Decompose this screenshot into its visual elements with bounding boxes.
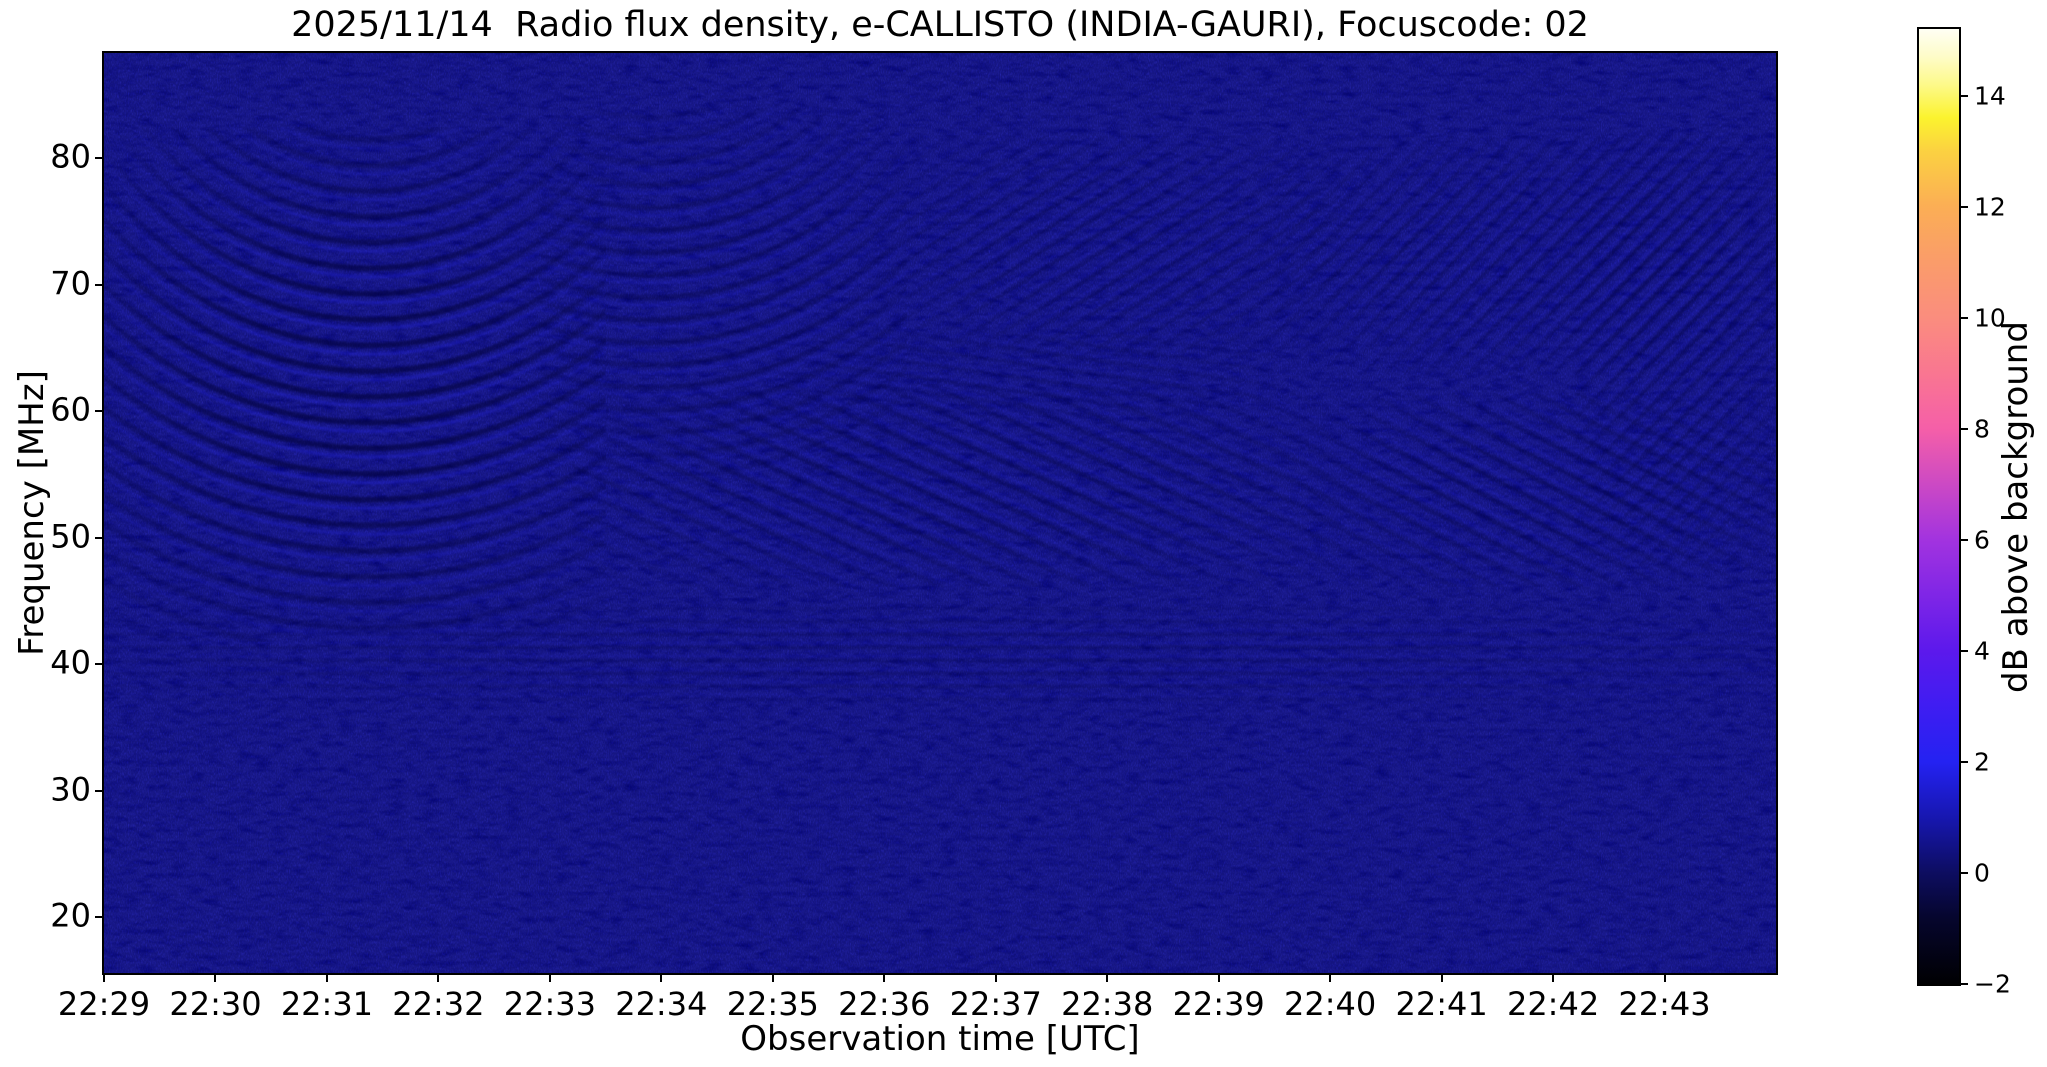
colorbar-tick-label: 2: [1974, 747, 1990, 777]
interference-fringe-overlay: [1274, 135, 1776, 375]
x-axis-tick: [437, 973, 440, 982]
x-axis-tick: [994, 973, 997, 982]
colorbar-tick-label: 10: [1974, 303, 2006, 333]
y-axis-tick: [95, 410, 104, 413]
interference-fringe-overlay: [1307, 393, 1776, 587]
colorbar-tick: [1959, 871, 1968, 874]
x-tick-label: 22:34: [615, 985, 708, 1023]
x-tick-label: 22:40: [1284, 985, 1377, 1023]
interference-fringe-overlay: [104, 126, 606, 642]
spectrogram-plot-area: 22:29 22:30 22:31 22:32 22:33 22:34 22:35 22:36…: [50, 51, 1778, 1023]
colorbar-tick-label: −2: [1974, 969, 2011, 999]
x-axis-tick: [660, 973, 663, 982]
spectrogram-image: [104, 53, 1776, 973]
y-tick-label: 70: [50, 264, 91, 303]
x-axis-tick: [214, 973, 217, 982]
y-tick-label: 50: [50, 517, 91, 556]
x-tick-label: 22:33: [503, 985, 596, 1023]
colorbar-tick: [1959, 538, 1968, 541]
colorbar-tick-label: 6: [1974, 525, 1990, 555]
x-axis-tick: [325, 973, 328, 982]
x-tick-label: 22:35: [726, 985, 819, 1023]
x-tick-label: 22:32: [392, 985, 485, 1023]
y-tick-label: 30: [50, 770, 91, 809]
x-axis-tick: [548, 973, 551, 982]
x-axis-tick: [1663, 973, 1666, 982]
interference-fringe-overlay: [772, 329, 1275, 421]
interference-fringe-overlay: [873, 135, 1342, 357]
x-tick-label: 22:29: [57, 985, 151, 1023]
colorbar-tick-label: 14: [1974, 81, 2006, 111]
y-axis-tick: [95, 789, 104, 792]
interference-fringe-overlay: [1575, 126, 1776, 569]
interference-fringe-overlay: [104, 605, 1776, 707]
x-tick-label: 22:37: [949, 985, 1042, 1023]
colorbar-tick: [1959, 427, 1968, 430]
x-axis-tick: [771, 973, 774, 982]
interference-fringe-overlay: [538, 108, 907, 477]
x-tick-label: 22:41: [1395, 985, 1488, 1023]
x-axis-tick: [1552, 973, 1555, 982]
y-axis-tick: [95, 916, 104, 919]
colorbar-tick: [1959, 205, 1968, 208]
x-axis-tick: [1106, 973, 1109, 982]
colorbar-tick-label: 0: [1974, 858, 1990, 888]
y-tick-label: 40: [50, 643, 91, 682]
colorbar-tick: [1959, 649, 1968, 652]
colorbar-tick: [1959, 94, 1968, 97]
x-tick-label: 22:30: [169, 985, 262, 1023]
y-axis-tick: [95, 536, 104, 539]
x-tick-label: 22:39: [1172, 985, 1265, 1023]
y-axis-tick: [95, 663, 104, 666]
interference-fringe-overlay: [572, 384, 1342, 587]
colorbar-tick: [1959, 760, 1968, 763]
colorbar-tick: [1959, 983, 1968, 985]
colorbar-label: dB above background: [1996, 321, 2036, 693]
y-axis-label: Frequency [MHz]: [12, 370, 52, 656]
colorbar-tick-label: 8: [1974, 414, 1990, 444]
x-tick-label: 22:38: [1061, 985, 1154, 1023]
y-tick-label: 80: [50, 137, 91, 176]
x-axis-tick: [883, 973, 886, 982]
x-tick-label: 22:36: [838, 985, 931, 1023]
x-axis-tick: [1217, 973, 1220, 982]
y-axis-tick: [95, 157, 104, 160]
x-axis-tick: [103, 973, 105, 982]
y-tick-label: 60: [50, 390, 91, 429]
x-axis-label: Observation time [UTC]: [740, 1019, 1140, 1059]
y-axis-tick: [95, 283, 104, 286]
x-axis-tick: [1440, 973, 1443, 982]
colorbar-tick-label: 12: [1974, 192, 2006, 222]
x-tick-label: 22:42: [1506, 985, 1600, 1023]
y-tick-label: 20: [50, 896, 91, 935]
chart-title: 2025/11/14 Radio flux density, e-CALLIST…: [291, 5, 1589, 45]
x-tick-label: 22:31: [280, 985, 374, 1023]
x-tick-label: 22:43: [1618, 985, 1711, 1023]
colorbar-tick-label: 4: [1974, 636, 1990, 666]
x-axis-tick: [1329, 973, 1332, 982]
colorbar-tick: [1959, 316, 1968, 319]
colorbar: 14 12 10 8 6 4 2 0 −2: [1917, 27, 2011, 999]
